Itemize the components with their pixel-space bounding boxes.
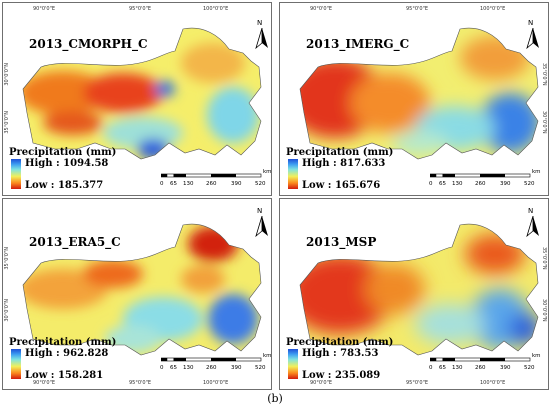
north-label: N — [528, 207, 534, 215]
legend-low: Low : 185.377 — [25, 180, 104, 191]
coord-bottom-90e: 90°0'0"E — [310, 380, 333, 386]
legend-high: High : 962.828 — [25, 348, 109, 359]
north-label: N — [257, 207, 263, 215]
scale-label-390: 390 — [231, 181, 242, 187]
coord-top-100e: 100°0'0"E — [480, 6, 506, 12]
coord-top-100e: 100°0'0"E — [203, 6, 229, 12]
precipitation-map — [22, 223, 262, 356]
north-label: N — [257, 19, 263, 27]
map-panel-era5: 35°0'0"N 30°0'0"N 2013_ERA5_C N Precipit… — [2, 198, 272, 390]
scale-unit: km — [532, 353, 541, 359]
map-title: 2013_CMORPH_C — [29, 37, 148, 51]
legend-low: Low : 158.281 — [25, 370, 104, 381]
scale-label-0: 0 — [160, 365, 164, 371]
scale-label-0: 0 — [429, 365, 433, 371]
scale-bar — [161, 357, 262, 362]
scale-bar — [430, 173, 531, 178]
scale-label-390: 390 — [500, 181, 511, 187]
map-panel-cmorph: 90°0'0"E 95°0'0"E 100°0'0"E 30°0'0"N 35°… — [2, 2, 272, 196]
legend-color-ramp — [288, 349, 298, 379]
legend-high: High : 817.633 — [302, 158, 386, 169]
legend-low: Low : 165.676 — [302, 180, 381, 191]
scale-bar — [430, 357, 531, 362]
scale-label-65: 65 — [170, 365, 177, 371]
scale-label-390: 390 — [500, 365, 511, 371]
north-arrow-icon — [526, 28, 539, 50]
coord-top-90e: 90°0'0"E — [310, 6, 333, 12]
scale-label-65: 65 — [439, 365, 446, 371]
scale-label-0: 0 — [429, 181, 433, 187]
legend-high: High : 783.53 — [302, 348, 379, 359]
scale-label-0: 0 — [160, 181, 164, 187]
legend-title: Precipitation (mm) — [9, 147, 117, 158]
scale-label-390: 390 — [231, 365, 242, 371]
coord-top-90e: 90°0'0"E — [33, 6, 56, 12]
coord-top-95e: 95°0'0"E — [129, 6, 152, 12]
precipitation-map — [299, 223, 539, 356]
legend-color-ramp — [288, 159, 298, 189]
scale-label-130: 130 — [183, 181, 194, 187]
scale-unit: km — [263, 169, 272, 175]
coord-bottom-100e: 100°0'0"E — [480, 380, 506, 386]
scale-unit: km — [532, 169, 541, 175]
coord-bottom-90e: 90°0'0"E — [33, 380, 56, 386]
coord-right-35n: 35°0'0"N — [541, 63, 547, 86]
figure-caption: (b) — [267, 392, 283, 405]
coord-right-30n: 30°0'0"N — [541, 111, 547, 134]
scale-label-130: 130 — [183, 365, 194, 371]
map-panel-imerg: 90°0'0"E 95°0'0"E 100°0'0"E 35°0'0"N 30°… — [279, 2, 549, 196]
legend-color-ramp — [11, 159, 21, 189]
scale-label-260: 260 — [475, 365, 486, 371]
scale-label-130: 130 — [452, 365, 463, 371]
coord-right-30n: 30°0'0"N — [541, 299, 547, 322]
legend-low: Low : 235.089 — [302, 370, 381, 381]
north-arrow-icon — [255, 216, 268, 238]
north-label: N — [528, 19, 534, 27]
precipitation-map — [22, 27, 262, 160]
scale-label-520: 520 — [255, 365, 266, 371]
scale-label-130: 130 — [452, 181, 463, 187]
coord-bottom-95e: 95°0'0"E — [129, 380, 152, 386]
north-arrow-icon — [255, 28, 268, 50]
coord-top-95e: 95°0'0"E — [406, 6, 429, 12]
legend-high: High : 1094.58 — [25, 158, 109, 169]
legend-color-ramp — [11, 349, 21, 379]
precipitation-map — [299, 27, 539, 160]
scale-label-260: 260 — [206, 365, 217, 371]
scale-label-65: 65 — [170, 181, 177, 187]
coord-bottom-95e: 95°0'0"E — [406, 380, 429, 386]
scale-label-520: 520 — [524, 181, 535, 187]
scale-bar — [161, 173, 262, 178]
scale-unit: km — [263, 353, 272, 359]
scale-label-260: 260 — [475, 181, 486, 187]
coord-right-35n: 35°0'0"N — [541, 247, 547, 270]
scale-label-65: 65 — [439, 181, 446, 187]
north-arrow-icon — [526, 216, 539, 238]
coord-bottom-100e: 100°0'0"E — [203, 380, 229, 386]
map-title: 2013_IMERG_C — [306, 37, 410, 51]
scale-label-260: 260 — [206, 181, 217, 187]
legend-title: Precipitation (mm) — [286, 147, 394, 158]
legend-title: Precipitation (mm) — [9, 337, 117, 348]
map-panel-msp: 35°0'0"N 30°0'0"N 2013_MSP N Precipitati… — [279, 198, 549, 390]
map-title: 2013_MSP — [306, 235, 377, 249]
legend-title: Precipitation (mm) — [286, 337, 394, 348]
scale-label-520: 520 — [255, 181, 266, 187]
map-title: 2013_ERA5_C — [29, 235, 121, 249]
scale-label-520: 520 — [524, 365, 535, 371]
